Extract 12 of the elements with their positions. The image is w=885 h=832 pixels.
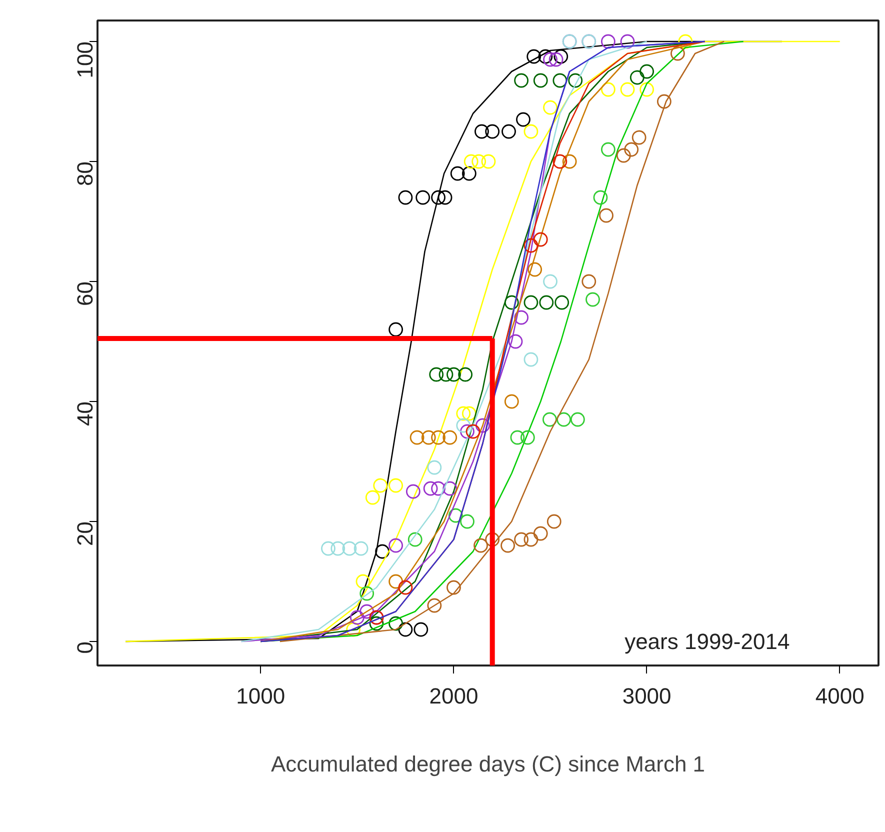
- x-tick-label: 1000: [236, 684, 286, 708]
- x-tick-label: 2000: [429, 684, 478, 708]
- annotation: years 1999-2014: [624, 629, 790, 654]
- x-axis-title: Accumulated degree days (C) since March 1: [270, 752, 706, 776]
- y-tick-label: 0: [72, 641, 98, 654]
- y-tick-label: 60: [72, 281, 98, 306]
- x-tick-label: 4000: [815, 684, 864, 708]
- x-tick-label: 3000: [622, 684, 672, 708]
- y-tick-label: 100: [72, 41, 98, 78]
- y-tick-label: 80: [72, 161, 98, 186]
- y-tick-label: 20: [72, 521, 98, 546]
- y-tick-label: 40: [72, 401, 98, 426]
